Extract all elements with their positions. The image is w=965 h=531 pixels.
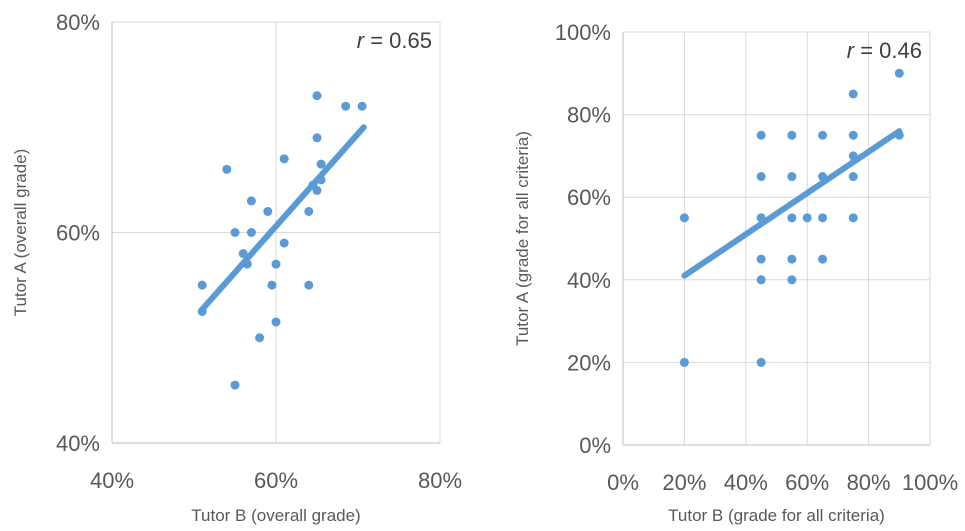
chart-2: 0% 20% 40% 60% 80% 100% 0% 20% 40% 60% 80% 100% Tuto… bbox=[513, 20, 958, 525]
x-tick-label: 80% bbox=[418, 468, 462, 493]
x-tick-label: 100% bbox=[902, 470, 958, 495]
data-point bbox=[316, 159, 326, 169]
y-tick-label: 60% bbox=[567, 185, 611, 210]
data-point bbox=[756, 254, 766, 264]
trendline bbox=[681, 128, 903, 279]
trendline bbox=[199, 124, 367, 313]
data-point bbox=[279, 154, 289, 164]
x-axis-label: Tutor B (grade for all criteria) bbox=[668, 506, 885, 525]
data-point bbox=[197, 280, 207, 290]
y-tick-label: 80% bbox=[56, 10, 100, 35]
y-tick-label: 40% bbox=[56, 431, 100, 456]
y-tick-label: 80% bbox=[567, 103, 611, 128]
data-point bbox=[787, 130, 797, 140]
data-point bbox=[848, 172, 858, 182]
correlation-annotation: r = 0.65 bbox=[357, 28, 432, 53]
data-point bbox=[802, 213, 812, 223]
data-point bbox=[267, 280, 277, 290]
data-point bbox=[848, 130, 858, 140]
data-point bbox=[255, 333, 265, 343]
data-point bbox=[312, 185, 322, 195]
data-point bbox=[304, 280, 314, 290]
y-axis-label: Tutor A (grade for all criteria) bbox=[513, 131, 532, 346]
data-point bbox=[818, 213, 828, 223]
data-point bbox=[756, 357, 766, 367]
data-point bbox=[271, 259, 281, 269]
data-point bbox=[279, 238, 289, 248]
data-point bbox=[341, 101, 351, 111]
data-point bbox=[787, 172, 797, 182]
data-point bbox=[818, 254, 828, 264]
x-axis-label: Tutor B (overall grade) bbox=[191, 506, 360, 525]
data-point bbox=[679, 357, 689, 367]
data-point bbox=[848, 89, 858, 99]
x-tick-label: 20% bbox=[662, 470, 706, 495]
data-point bbox=[787, 254, 797, 264]
y-tick-label: 0% bbox=[579, 433, 611, 458]
y-tick-label: 20% bbox=[567, 350, 611, 375]
data-point bbox=[848, 213, 858, 223]
x-tick-label: 60% bbox=[254, 468, 298, 493]
data-point bbox=[818, 130, 828, 140]
x-tick-label: 40% bbox=[724, 470, 768, 495]
data-point bbox=[312, 133, 322, 143]
x-tick-label: 40% bbox=[90, 468, 134, 493]
y-tick-label: 100% bbox=[555, 20, 611, 45]
data-point bbox=[222, 164, 232, 174]
x-tick-label: 0% bbox=[607, 470, 639, 495]
data-point bbox=[756, 172, 766, 182]
correlation-annotation: r = 0.46 bbox=[847, 38, 922, 63]
data-point bbox=[894, 68, 904, 78]
data-point bbox=[230, 380, 240, 390]
data-point bbox=[679, 213, 689, 223]
data-point bbox=[304, 206, 314, 216]
data-point bbox=[756, 275, 766, 285]
data-point bbox=[246, 228, 256, 237]
data-point bbox=[357, 101, 367, 111]
data-point bbox=[238, 249, 248, 259]
data-point bbox=[312, 91, 322, 101]
data-point bbox=[787, 213, 797, 223]
data-point bbox=[787, 275, 797, 285]
y-axis-label: Tutor A (overall grade) bbox=[11, 149, 30, 317]
data-point bbox=[756, 130, 766, 140]
chart-1: 40% 60% 80% 40% 60% 80% Tutor B (overall grade… bbox=[11, 10, 462, 525]
y-tick-label: 60% bbox=[56, 221, 100, 246]
data-point bbox=[263, 206, 273, 216]
x-tick-label: 60% bbox=[785, 470, 829, 495]
x-tick-label: 80% bbox=[847, 470, 891, 495]
data-point bbox=[230, 228, 240, 237]
data-point bbox=[246, 196, 256, 206]
data-point bbox=[271, 317, 281, 327]
y-tick-label: 40% bbox=[567, 268, 611, 293]
